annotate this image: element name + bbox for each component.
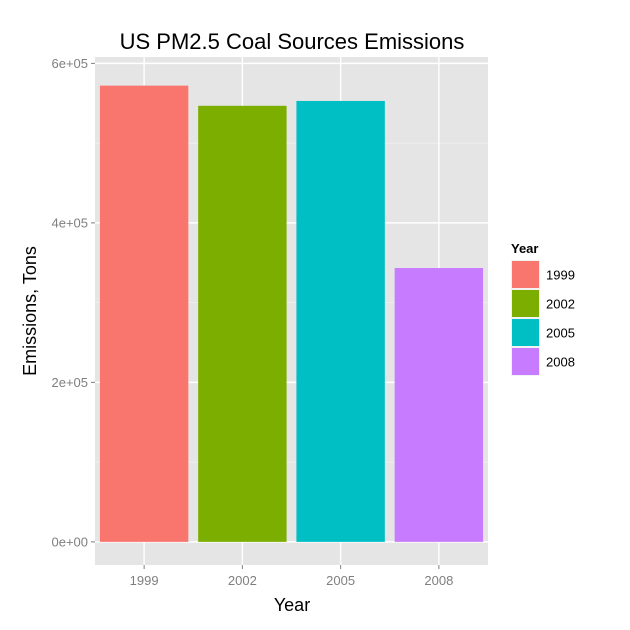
bar-2002 — [198, 105, 287, 542]
y-tick-label: 2e+05 — [51, 375, 88, 390]
x-axis-title: Year — [274, 595, 310, 615]
chart-title: US PM2.5 Coal Sources Emissions — [120, 29, 465, 54]
x-tick-label: 2002 — [228, 573, 257, 588]
x-tick-label: 1999 — [130, 573, 159, 588]
bar-2005 — [296, 100, 385, 542]
legend-title: Year — [511, 241, 538, 256]
y-axis: 0e+00 2e+05 4e+05 6e+05 — [51, 56, 95, 549]
legend-label-2008: 2008 — [546, 355, 575, 370]
legend: Year 1999 2002 2005 2008 — [511, 241, 575, 376]
x-axis: 1999 2002 2005 2008 — [130, 565, 453, 588]
x-tick-label: 2005 — [326, 573, 355, 588]
bars-group — [99, 85, 484, 542]
legend-label-2005: 2005 — [546, 326, 575, 341]
legend-label-2002: 2002 — [546, 297, 575, 312]
legend-key-1999 — [512, 261, 539, 288]
bar-1999 — [99, 85, 189, 542]
legend-label-1999: 1999 — [546, 268, 575, 283]
legend-key-2002 — [512, 290, 539, 317]
bar-2008 — [394, 268, 484, 542]
y-tick-label: 6e+05 — [51, 56, 88, 71]
legend-key-2005 — [512, 319, 539, 346]
y-axis-title: Emissions, Tons — [20, 246, 40, 376]
y-tick-label: 0e+00 — [51, 534, 88, 549]
legend-key-2008 — [512, 348, 539, 375]
x-tick-label: 2008 — [424, 573, 453, 588]
y-tick-label: 4e+05 — [51, 215, 88, 230]
